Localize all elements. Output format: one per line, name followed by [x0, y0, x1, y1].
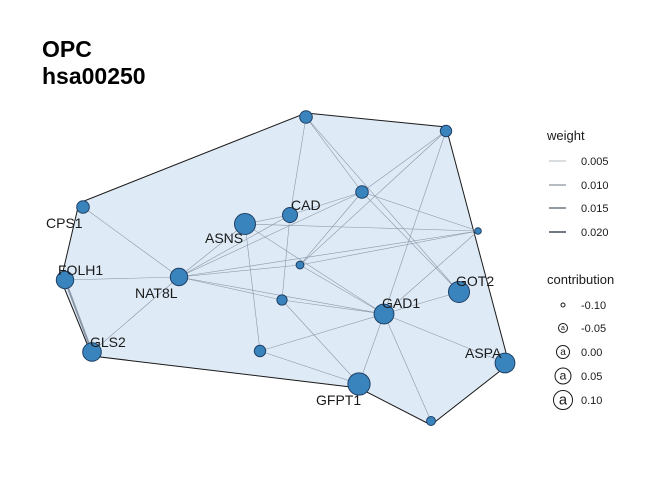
- node-label-gfpt1: GFPT1: [316, 392, 361, 408]
- weight-legend-label: 0.005: [581, 156, 609, 168]
- edge-n1-n5: [289, 116, 307, 216]
- edge-n10-n13: [299, 264, 385, 315]
- edge-n9-n12: [178, 276, 283, 301]
- edge-n5-n12: [281, 214, 291, 301]
- edge-n6-n9: [178, 223, 246, 278]
- edge-n4-n9: [178, 191, 363, 278]
- edge-n7-n13: [383, 230, 479, 315]
- edge-n7-n10: [299, 230, 479, 266]
- edge-n12-n13: [281, 299, 385, 315]
- edge-n3-n9: [82, 206, 180, 278]
- edge-n4-n7: [361, 191, 479, 232]
- edge-n12-n17: [281, 299, 360, 385]
- node-n13: [373, 303, 395, 325]
- contribution-legend-glyph: a: [559, 392, 568, 408]
- node-n15: [253, 344, 267, 358]
- node-n9: [169, 267, 189, 287]
- edge-n5-n9: [178, 214, 291, 278]
- node-label-asns: ASNS: [205, 230, 243, 246]
- weight-legend-label: 0.010: [581, 180, 609, 192]
- contribution-legend-label: 0.00: [581, 347, 602, 359]
- node-n1: [299, 110, 313, 124]
- edge-n11-n13: [383, 291, 460, 315]
- node-label-aspa: ASPA: [465, 345, 502, 361]
- node-n4: [355, 185, 369, 199]
- edge-n2-n13: [383, 130, 447, 315]
- contribution-legend-key: [558, 323, 568, 333]
- edge-n6-n13: [244, 223, 385, 315]
- node-label-got2: GOT2: [456, 273, 494, 289]
- contribution-legend-label: 0.05: [581, 371, 602, 383]
- contribution-legend-label: 0.10: [581, 395, 602, 407]
- edge-n13-n18: [383, 313, 432, 422]
- edge-n13-n15: [259, 313, 385, 352]
- node-label-gad1: GAD1: [382, 295, 420, 311]
- weight-legend-title: weight: [546, 128, 585, 143]
- edge-n2-n4: [361, 130, 447, 193]
- node-n11: [448, 281, 470, 303]
- contribution-legend-glyph: a: [560, 347, 566, 358]
- edges-layer: [64, 116, 506, 422]
- edge-n8-n14: [64, 279, 93, 353]
- edge-n4-n10: [299, 191, 363, 266]
- node-n18: [426, 416, 436, 426]
- node-label-cps1: CPS1: [46, 215, 83, 231]
- edge-n6-n7: [244, 223, 479, 232]
- node-n17: [347, 372, 371, 396]
- contribution-legend-key: [556, 345, 570, 359]
- contribution-legend-key: [553, 390, 573, 410]
- node-n14: [82, 342, 102, 362]
- plot-title-line-2: hsa00250: [42, 63, 146, 89]
- edge-n2-n10: [299, 130, 447, 266]
- edge-n8-n9: [64, 276, 180, 281]
- weight-legend-label: 0.015: [581, 203, 609, 215]
- contribution-legend-glyph: a: [560, 369, 567, 383]
- node-n7: [474, 227, 482, 235]
- node-label-cad: CAD: [291, 197, 321, 213]
- edge-n9-n10: [178, 264, 301, 278]
- weight-legend-label: 0.020: [581, 227, 609, 239]
- edge-n13-n17: [358, 313, 385, 385]
- nodes-layer: [55, 110, 516, 426]
- node-labels-layer: CPS1 CAD ASNS FOLH1 NAT8L GOT2 GAD1 GLS2 ASPA GFP…: [46, 197, 502, 408]
- edge-n15-n17: [259, 350, 360, 385]
- edge-n13-n16: [383, 313, 506, 364]
- edge-n1-n11: [305, 116, 460, 293]
- node-n5: [282, 207, 298, 223]
- node-label-nat8l: NAT8L: [135, 285, 178, 301]
- contribution-legend-glyph: a: [561, 325, 565, 332]
- weight-legend: weight 0.005 0.010 0.015 0.020: [546, 128, 609, 239]
- contribution-legend-title: contribution: [547, 272, 614, 287]
- node-n10: [295, 260, 305, 270]
- node-n12: [276, 294, 288, 306]
- contribution-legend-key: [560, 302, 566, 308]
- node-n2: [439, 124, 453, 138]
- edge-n9-n14: [91, 276, 180, 353]
- contribution-legend-label: -0.10: [581, 300, 606, 312]
- node-n6: [234, 213, 256, 235]
- contribution-legend-key: [554, 367, 572, 385]
- edge-n4-n5: [289, 191, 363, 216]
- edge-n7-n9: [178, 230, 479, 278]
- node-n16: [494, 352, 516, 374]
- contribution-legend-label: -0.05: [581, 323, 606, 335]
- node-n3: [76, 200, 90, 214]
- edge-n4-n11: [361, 191, 460, 293]
- node-n8: [55, 270, 75, 290]
- edge-n6-n15: [244, 223, 261, 352]
- node-label-gls2: GLS2: [90, 334, 126, 350]
- plot-title-line-1: OPC: [42, 36, 92, 62]
- edge-n1-n4: [305, 116, 363, 193]
- node-label-folh1: FOLH1: [58, 262, 103, 278]
